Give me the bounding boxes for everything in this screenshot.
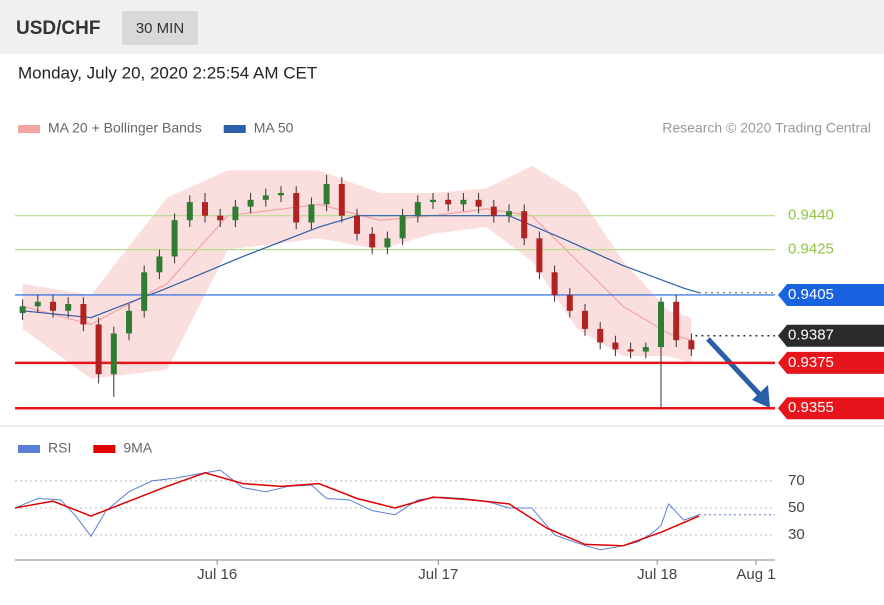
x-tick-label: Jul 16 <box>197 566 237 583</box>
candle-body <box>338 183 345 216</box>
level-label: 0.9355 <box>788 399 834 416</box>
candle-body <box>308 204 315 223</box>
level-label: 0.9375 <box>788 354 834 371</box>
candle-body <box>551 272 558 295</box>
candle-body <box>506 211 512 216</box>
candle-body <box>627 349 634 352</box>
timeframe[interactable]: 30 MIN <box>136 20 184 37</box>
candle-body <box>673 301 680 341</box>
candle-body <box>141 272 148 311</box>
x-tick-label: Jul 18 <box>637 566 677 583</box>
timeframe-badge[interactable] <box>122 11 198 45</box>
candle-body <box>369 233 376 248</box>
x-tick-label: Aug 1 <box>736 566 775 583</box>
timestamp: Monday, July 20, 2020 2:25:54 AM CET <box>18 63 317 82</box>
level-label: 0.9440 <box>788 207 834 224</box>
series-line <box>14 469 700 551</box>
candle-body <box>521 211 528 239</box>
candle-body <box>262 195 269 200</box>
candle-body <box>186 202 193 221</box>
candle-body <box>65 304 72 311</box>
candle-body <box>278 193 284 196</box>
x-tick-label: Jul 17 <box>418 566 458 583</box>
candle-body <box>19 306 26 314</box>
source-credit: Research © 2020 Trading Central <box>662 120 871 136</box>
candle-body <box>110 333 117 375</box>
candle-body <box>460 199 467 205</box>
candle-body <box>430 199 436 203</box>
series-line <box>14 472 700 547</box>
candle-body <box>658 301 664 348</box>
y-tick-label: 70 <box>788 472 805 489</box>
candle-body <box>171 220 178 257</box>
candle-body <box>384 238 391 248</box>
series-line <box>22 215 700 319</box>
candle-body <box>475 199 482 207</box>
legend-swatch <box>18 445 40 453</box>
candle-body <box>414 202 421 216</box>
level-label: 0.9387 <box>788 327 834 344</box>
level-label: 0.9405 <box>788 286 834 303</box>
candle-body <box>445 199 452 205</box>
candle-body <box>95 324 102 375</box>
bollinger-band <box>22 165 692 379</box>
legend-swatch <box>93 445 116 453</box>
candle-body <box>156 256 163 273</box>
legend-label: MA 20 + Bollinger Bands <box>48 120 202 136</box>
symbol: USD/CHF <box>16 18 100 39</box>
level-tag <box>778 324 884 347</box>
level-tag <box>778 283 884 306</box>
candle-body <box>202 202 208 216</box>
legend-label: MA 50 <box>254 120 294 136</box>
candle-body <box>490 206 497 216</box>
legend-label: RSI <box>48 440 71 456</box>
forecast-arrow <box>706 337 764 399</box>
forecast-arrowhead <box>752 385 770 408</box>
level-label: 0.9425 <box>788 241 834 258</box>
level-tag <box>778 351 884 374</box>
y-tick-label: 50 <box>788 499 805 516</box>
level-tag <box>778 397 884 420</box>
candle-body <box>612 342 619 350</box>
candle-body <box>217 215 224 221</box>
candle-body <box>323 183 330 205</box>
candle-body <box>354 215 360 234</box>
legend-label: 9MA <box>123 440 152 456</box>
candle-body <box>80 304 87 325</box>
candle-body <box>232 206 239 221</box>
candle-body <box>597 328 604 343</box>
candle-body <box>582 310 588 329</box>
candle-body <box>688 340 695 350</box>
legend-swatch <box>223 125 246 133</box>
candle-body <box>399 215 406 239</box>
candle-body <box>293 193 300 223</box>
candle-body <box>566 294 573 311</box>
y-tick-label: 30 <box>788 526 805 543</box>
candle-body <box>50 301 56 311</box>
candle-body <box>126 310 132 334</box>
candle-body <box>536 238 543 273</box>
candle-body <box>247 199 254 207</box>
candle-body <box>34 301 41 307</box>
candle-body <box>642 347 649 352</box>
legend-swatch <box>18 125 40 133</box>
